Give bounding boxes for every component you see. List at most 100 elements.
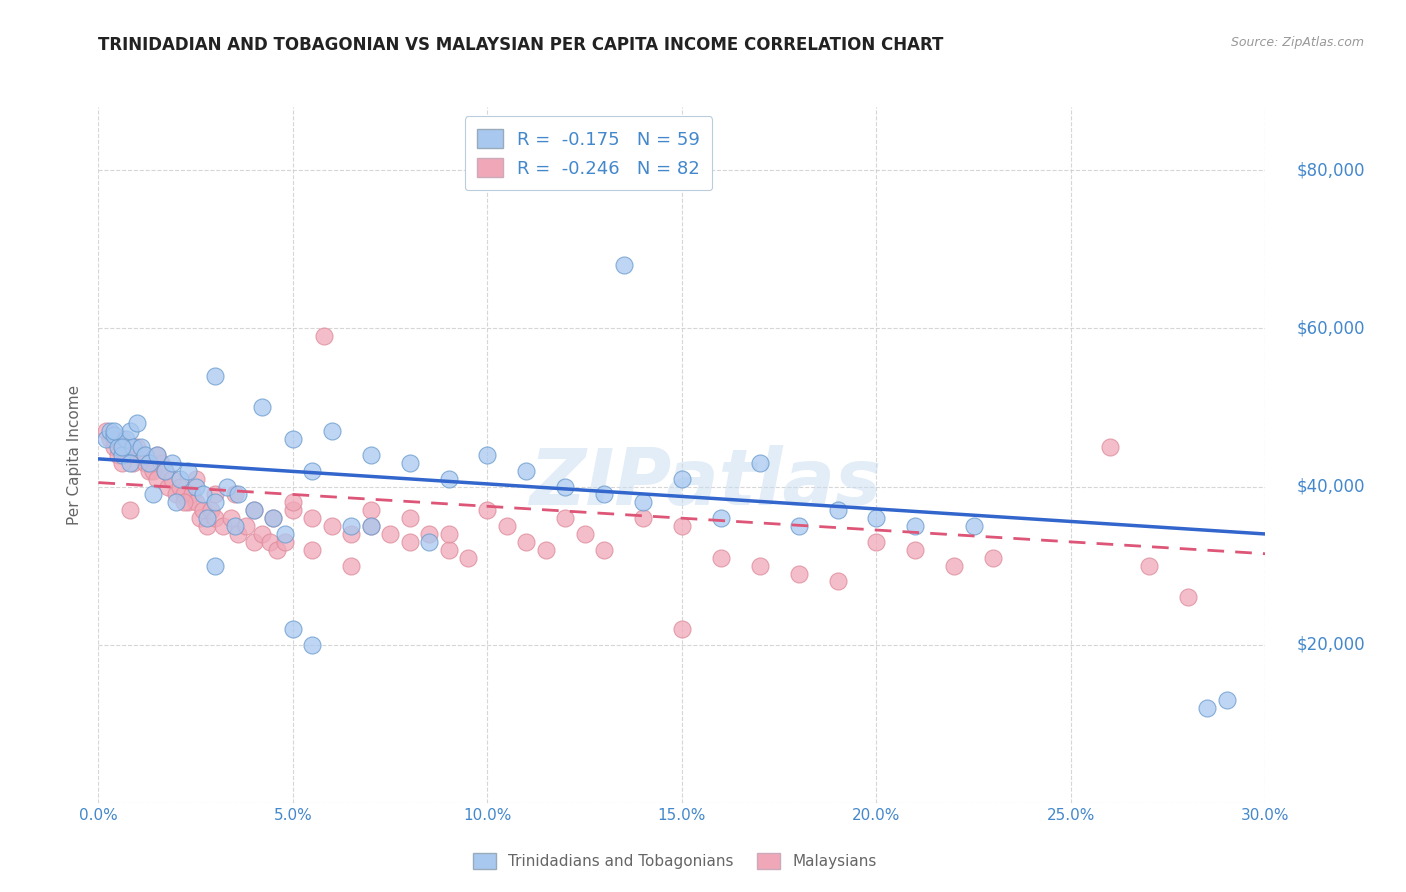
Point [204, 368, 226, 383]
Point [157, 479, 180, 493]
Point [281, 432, 304, 446]
Point [593, 542, 616, 557]
Point [219, 511, 242, 525]
Point [165, 495, 187, 509]
Point [262, 511, 284, 525]
Point [195, 519, 218, 533]
Point [243, 535, 266, 549]
Point [631, 511, 654, 525]
Point [904, 519, 927, 533]
Point [593, 487, 616, 501]
Point [360, 519, 382, 533]
Point [1137, 558, 1160, 573]
Point [340, 527, 363, 541]
Point [360, 448, 382, 462]
Point [107, 440, 129, 454]
Point [671, 472, 693, 486]
Point [360, 519, 382, 533]
Point [437, 472, 460, 486]
Point [138, 464, 160, 478]
Point [710, 550, 733, 565]
Point [943, 558, 966, 573]
Point [259, 535, 281, 549]
Point [398, 535, 420, 549]
Point [274, 535, 297, 549]
Point [169, 479, 191, 493]
Text: $60,000: $60,000 [1296, 319, 1365, 337]
Point [153, 464, 176, 478]
Point [228, 527, 250, 541]
Point [418, 535, 440, 549]
Point [96, 424, 118, 438]
Point [142, 464, 165, 478]
Point [224, 487, 246, 501]
Point [250, 401, 273, 415]
Point [127, 440, 149, 454]
Point [96, 432, 118, 446]
Point [266, 542, 288, 557]
Point [1177, 591, 1199, 605]
Point [865, 535, 887, 549]
Point [103, 424, 125, 438]
Point [631, 495, 654, 509]
Point [748, 456, 770, 470]
Point [114, 440, 136, 454]
Point [173, 495, 195, 509]
Point [103, 428, 125, 442]
Point [142, 487, 165, 501]
Point [671, 622, 693, 636]
Point [340, 558, 363, 573]
Point [554, 511, 576, 525]
Point [193, 503, 215, 517]
Point [827, 503, 849, 517]
Point [962, 519, 984, 533]
Point [340, 519, 363, 533]
Text: Source: ZipAtlas.com: Source: ZipAtlas.com [1230, 36, 1364, 49]
Point [134, 456, 156, 470]
Point [515, 464, 537, 478]
Point [118, 448, 141, 462]
Legend: Trinidadians and Tobagonians, Malaysians: Trinidadians and Tobagonians, Malaysians [467, 847, 883, 875]
Point [98, 432, 121, 446]
Point [204, 511, 226, 525]
Text: TRINIDADIAN AND TOBAGONIAN VS MALAYSIAN PER CAPITA INCOME CORRELATION CHART: TRINIDADIAN AND TOBAGONIAN VS MALAYSIAN … [98, 36, 943, 54]
Point [534, 542, 557, 557]
Point [146, 448, 169, 462]
Point [262, 511, 284, 525]
Point [301, 464, 323, 478]
Point [134, 448, 156, 462]
Point [224, 519, 246, 533]
Point [250, 527, 273, 541]
Point [312, 329, 335, 343]
Point [103, 432, 125, 446]
Point [457, 550, 479, 565]
Point [153, 464, 176, 478]
Point [177, 495, 200, 509]
Point [321, 519, 343, 533]
Point [360, 503, 382, 517]
Point [281, 503, 304, 517]
Point [865, 511, 887, 525]
Point [184, 472, 207, 486]
Point [184, 479, 207, 493]
Point [243, 503, 266, 517]
Point [165, 487, 187, 501]
Point [129, 448, 152, 462]
Point [180, 487, 202, 501]
Point [111, 456, 134, 470]
Point [204, 495, 226, 509]
Point [146, 448, 169, 462]
Point [204, 487, 226, 501]
Point [710, 511, 733, 525]
Point [904, 542, 927, 557]
Point [787, 519, 810, 533]
Point [188, 511, 211, 525]
Point [378, 527, 402, 541]
Point [827, 574, 849, 589]
Point [173, 487, 195, 501]
Point [437, 542, 460, 557]
Point [477, 503, 499, 517]
Point [204, 558, 226, 573]
Text: $40,000: $40,000 [1296, 477, 1365, 496]
Point [146, 472, 169, 486]
